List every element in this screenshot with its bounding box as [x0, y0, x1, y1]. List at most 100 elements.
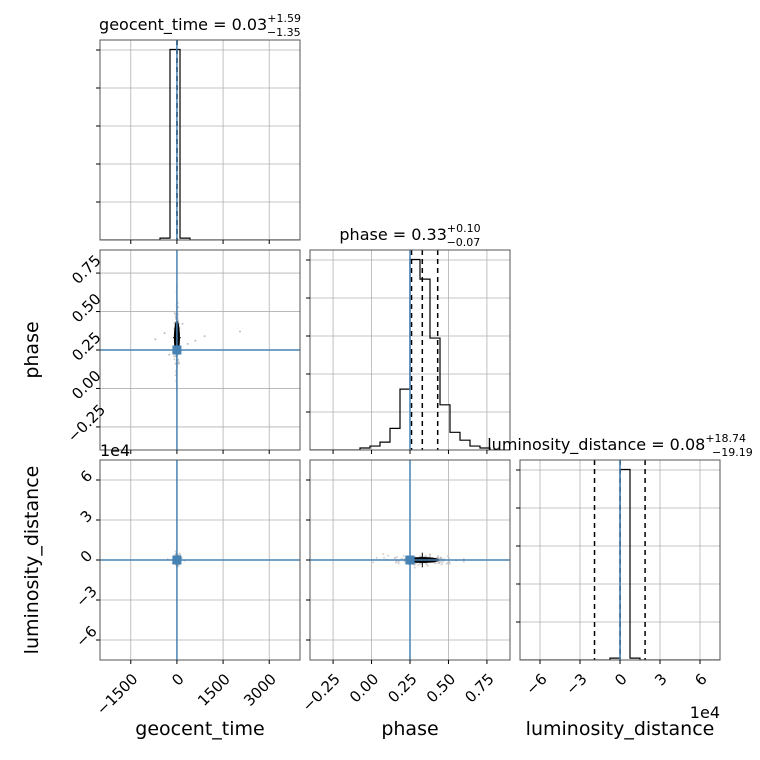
sample-point — [419, 562, 422, 565]
y-tick-label: −6 — [72, 622, 100, 650]
sample-point — [394, 561, 397, 564]
outlier-point — [203, 335, 206, 338]
sample-point — [178, 552, 181, 555]
sample-point — [428, 555, 431, 558]
x-tick-label: 1500 — [194, 670, 234, 710]
x-axis-label-phase: phase — [381, 718, 438, 740]
y-exponent-label: 1e4 — [100, 441, 130, 460]
y-tick-label: 0.75 — [68, 251, 104, 287]
panel-content — [310, 460, 510, 660]
x-tick-label: 0 — [611, 670, 630, 689]
panel-title-geocent_time: geocent_time = 0.03+1.59 −1.35 — [99, 12, 301, 39]
panel-geocent_time-phase: −0.250.000.250.500.75 — [64, 249, 301, 454]
panel-content — [520, 460, 720, 660]
x-axis-label-luminosity_distance: luminosity_distance — [526, 718, 715, 740]
y-tick-label: 3 — [77, 507, 96, 526]
sample-point — [446, 555, 449, 558]
histogram-step — [310, 258, 510, 450]
sample-point — [448, 562, 451, 565]
outlier-point — [439, 556, 442, 559]
sample-point — [174, 550, 177, 553]
x-tick-label: 3000 — [240, 670, 280, 710]
sample-point — [177, 362, 180, 365]
title-lower-error: −0.07 — [447, 236, 481, 249]
title-lower-error: −1.35 — [267, 26, 301, 39]
panel-content — [100, 250, 300, 450]
outlier-point — [429, 553, 431, 556]
sample-point — [413, 566, 416, 569]
outlier-point — [447, 561, 450, 563]
panel-luminosity_distance-hist: −6 −3 0 3 6 — [516, 459, 721, 698]
outlier-point — [186, 342, 189, 345]
x-tick-label: 0.50 — [423, 670, 459, 706]
x-axis-label-geocent_time: geocent_time — [135, 718, 264, 740]
sample-point — [173, 358, 176, 361]
sample-point — [173, 310, 176, 313]
sample-point — [375, 556, 378, 559]
sample-point — [440, 563, 443, 566]
panel-geocent_time-hist — [96, 39, 301, 244]
sample-point — [382, 553, 385, 556]
sample-point — [426, 564, 429, 567]
x-tick-label: 0.00 — [346, 670, 382, 706]
y-tick-label: 6 — [77, 467, 96, 486]
x-tick-label: 0 — [168, 670, 187, 689]
panel-phase-luminosity_distance: −0.25 0.00 0.25 0.50 0.75 — [299, 459, 511, 715]
sample-point — [425, 555, 428, 558]
sample-point — [447, 557, 450, 560]
x-tick-label: −6 — [522, 670, 550, 698]
panel-phase-hist — [306, 249, 511, 454]
sample-point — [174, 374, 177, 377]
x-tick-label: −3 — [562, 670, 590, 698]
x-tick-label: −0.25 — [299, 670, 344, 715]
x-exponent-label: 1e4 — [690, 703, 720, 722]
title-value: geocent_time = 0.03 — [99, 15, 267, 35]
x-tick-label: 6 — [691, 670, 710, 689]
title-value: phase = 0.33 — [339, 225, 446, 244]
sample-point — [434, 562, 437, 565]
title-value: luminosity_distance = 0.08 — [487, 435, 705, 455]
outlier-point — [154, 338, 157, 341]
panel-geocent_time-luminosity_distance: −1500 0 1500 3000 −6 −3 0 3 6 — [72, 459, 301, 719]
outlier-point — [168, 353, 171, 356]
y-tick-label: −0.25 — [64, 401, 109, 446]
outlier-point — [239, 330, 241, 333]
sample-point — [177, 306, 180, 309]
y-tick-label: 0 — [77, 547, 96, 566]
truth-marker — [172, 345, 182, 355]
truth-marker — [405, 555, 415, 565]
sample-point — [173, 355, 176, 358]
truth-marker — [172, 555, 182, 565]
sample-point — [383, 556, 386, 559]
sample-point — [396, 556, 399, 559]
panel-content — [100, 40, 300, 240]
sample-point — [402, 554, 405, 557]
sample-point — [173, 322, 176, 325]
sample-point — [417, 563, 420, 566]
y-axis-label-phase: phase — [21, 321, 43, 378]
title-upper-error: +0.10 — [447, 222, 481, 235]
sample-point — [387, 554, 390, 557]
y-axis-label-luminosity_distance: luminosity_distance — [21, 466, 43, 655]
y-tick-label: −3 — [72, 582, 100, 610]
title-lower-error: −19.19 — [712, 446, 753, 459]
x-tick-label: −1500 — [93, 670, 142, 719]
outlier-point — [181, 322, 184, 325]
sample-point — [372, 561, 375, 564]
y-tick-label: 0.25 — [68, 328, 104, 364]
sample-point — [173, 312, 176, 315]
outlier-point — [163, 332, 166, 335]
sample-point — [437, 556, 440, 559]
x-tick-label: 3 — [651, 670, 670, 689]
panel-title-phase: phase = 0.33+0.10 −0.07 — [339, 222, 480, 249]
sample-point — [462, 560, 465, 563]
outlier-point — [194, 339, 197, 342]
sample-point — [441, 562, 444, 565]
x-tick-label: 0.25 — [384, 670, 420, 706]
panel-content — [310, 250, 510, 450]
y-tick-label: 0.00 — [68, 367, 104, 403]
title-upper-error: +18.74 — [705, 432, 746, 445]
panel-frame — [99, 39, 301, 241]
sample-point — [397, 562, 400, 565]
